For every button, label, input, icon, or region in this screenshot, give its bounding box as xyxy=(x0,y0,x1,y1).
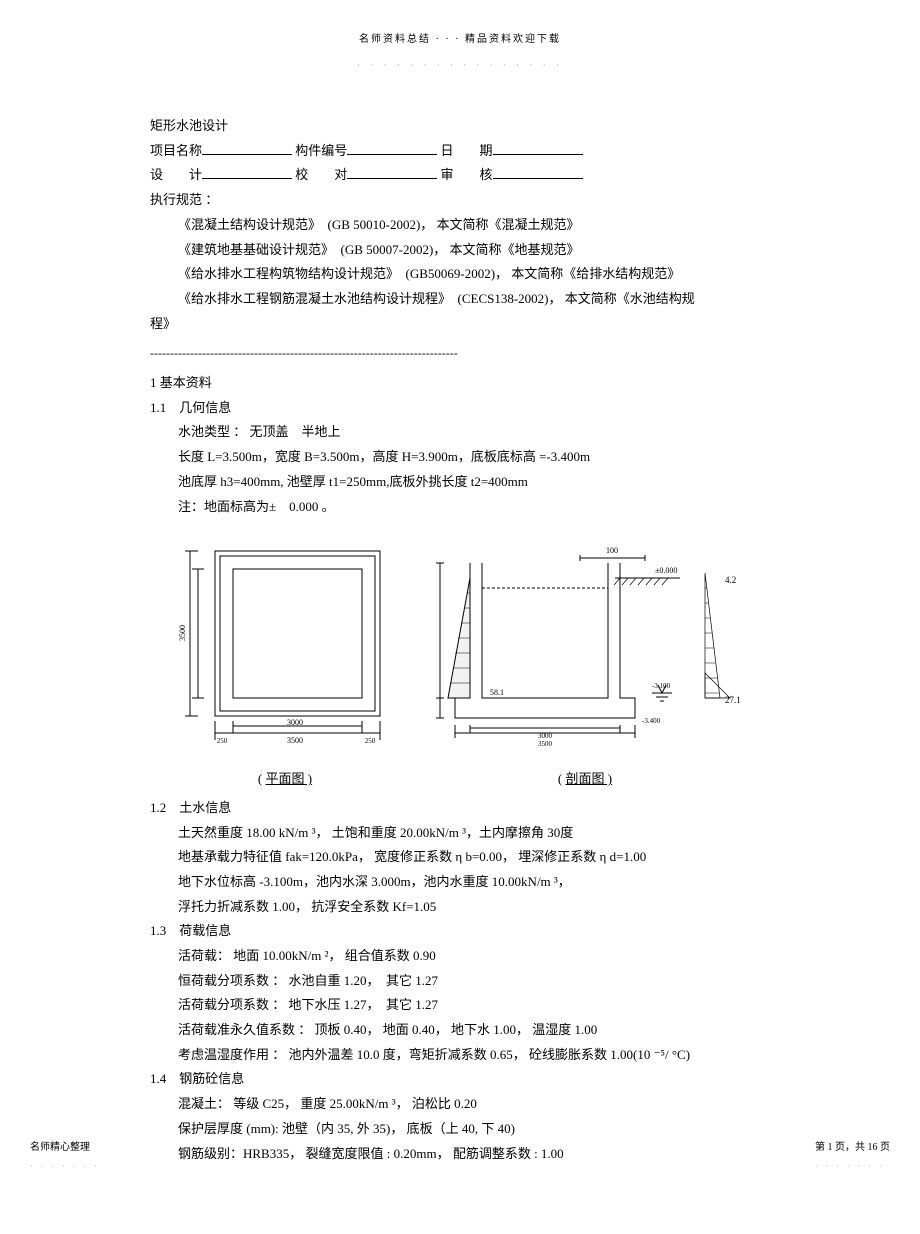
s11-line-3: 注：地面标高为± 0.000 。 xyxy=(150,495,770,520)
dim-b3500: 3500 xyxy=(538,740,553,748)
blank-project xyxy=(202,141,292,155)
footer-right-text: 第 1 页，共 16 页 xyxy=(815,1142,890,1153)
s12-line-2: 地下水位标高 -3.100m，池内水深 3.000m，池内水重度 10.00kN… xyxy=(150,870,770,895)
figure-captions: ( 平面图 ) ( 剖面图 ) xyxy=(150,767,770,792)
section-1-1-header: 1.1 几何信息 xyxy=(150,396,770,421)
code-line-1: 《建筑地基基础设计规范》 (GB 50007-2002)， 本文简称《地基规范》 xyxy=(150,238,770,263)
s13-line-2: 活荷载分项系数 ： 地下水压 1.27， 其它 1.27 xyxy=(150,993,770,1018)
s14-line-0: 混凝土： 等级 C25， 重度 25.00kN/m ³， 泊松比 0.20 xyxy=(150,1092,770,1117)
cap-r-paren: ( xyxy=(558,771,562,786)
label-component: 构件编号 xyxy=(295,143,347,158)
lbl-271: 27.1 xyxy=(725,695,741,705)
cap-section: 剖面图 ) xyxy=(566,771,613,786)
page-header-title: 名师资料总结 · · · 精品资料欢迎下载 xyxy=(150,30,770,49)
s14-line-2: 钢筋级别：HRB335， 裂缝宽度限值 : 0.20mm， 配筋调整系数 : 1… xyxy=(150,1142,770,1167)
section-view-figure: 100 ±0.000 4.2 27.1 58.1 -3.100 -3.400 3… xyxy=(420,533,750,763)
dim-v3500: 3500 xyxy=(178,625,187,641)
blank-review xyxy=(493,165,583,179)
label-check: 校 对 xyxy=(295,167,347,182)
divider: ----------------------------------------… xyxy=(150,342,770,365)
code-line-3: 《给水排水工程钢筋混凝土水池结构设计规程》 (CECS138-2002)， 本文… xyxy=(150,287,770,312)
section-1-header: 1 基本资料 xyxy=(150,371,770,396)
footer-right-dots: · · · · · · · xyxy=(815,1162,885,1171)
lbl-42: 4.2 xyxy=(725,575,736,585)
plan-view-figure: 3000 3500 250 250 3500 xyxy=(170,533,400,763)
blank-check xyxy=(347,165,437,179)
dim-3000: 3000 xyxy=(287,718,303,727)
dim-250b: 250 xyxy=(365,737,376,745)
codes-header: 执行规范 ： xyxy=(150,188,770,213)
footer-right: 第 1 页，共 16 页 · · · · · · · xyxy=(815,1138,890,1176)
blank-date xyxy=(493,141,583,155)
cap-plan: 平面图 ) xyxy=(266,771,313,786)
meta-row-2: 设 计 校 对 审 核 xyxy=(150,163,770,188)
code-line-0: 《混凝土结构设计规范》 (GB 50010-2002)， 本文简称《混凝土规范》 xyxy=(150,213,770,238)
footer-left-dots: · · · · · · · xyxy=(30,1162,100,1171)
s14-line-1: 保护层厚度 (mm): 池壁（内 35, 外 35)， 底板（上 40, 下 4… xyxy=(150,1117,770,1142)
s11-line-1: 长度 L=3.500m，宽度 B=3.500m，高度 H=3.900m，底板底标… xyxy=(150,445,770,470)
code-line-2: 《给水排水工程构筑物结构设计规范》 (GB50069-2002)， 本文简称《给… xyxy=(150,262,770,287)
s11-line-2: 池底厚 h3=400mm, 池壁厚 t1=250mm,底板外挑长度 t2=400… xyxy=(150,470,770,495)
s13-line-3: 活荷载准永久值系数 ： 顶板 0.40， 地面 0.40， 地下水 1.00， … xyxy=(150,1018,770,1043)
meta-row-1: 项目名称 构件编号 日 期 xyxy=(150,139,770,164)
s12-line-1: 地基承载力特征值 fak=120.0kPa， 宽度修正系数 η b=0.00， … xyxy=(150,845,770,870)
dim-3500: 3500 xyxy=(287,736,303,745)
section-1-3-header: 1.3 荷载信息 xyxy=(150,919,770,944)
label-project: 项目名称 xyxy=(150,143,202,158)
label-date: 日 期 xyxy=(441,143,493,158)
blank-design xyxy=(202,165,292,179)
lvl-3100: -3.100 xyxy=(652,682,671,690)
figures-row: 3000 3500 250 250 3500 xyxy=(170,533,770,763)
lvl-3400: -3.400 xyxy=(642,717,661,725)
s12-line-3: 浮托力折减系数 1.00， 抗浮安全系数 Kf=1.05 xyxy=(150,895,770,920)
section-1-4-header: 1.4 钢筋砼信息 xyxy=(150,1067,770,1092)
s11-line-0: 水池类型 ： 无顶盖 半地上 xyxy=(150,420,770,445)
blank-component xyxy=(347,141,437,155)
label-review: 审 核 xyxy=(441,167,493,182)
footer-left: 名师精心整理 · · · · · · · xyxy=(30,1138,100,1176)
dim-250a: 250 xyxy=(217,737,228,745)
dim-b3000: 3000 xyxy=(538,732,553,740)
page-header-dots: · · · · · · · · · · · · · · · · xyxy=(150,57,770,74)
s13-line-4: 考虑温湿度作用 ： 池内外温差 10.0 度，弯矩折减系数 0.65， 砼线膨胀… xyxy=(150,1043,770,1068)
lbl-581: 58.1 xyxy=(490,688,504,697)
dim-100: 100 xyxy=(606,546,618,555)
lvl-pm0: ±0.000 xyxy=(655,566,677,575)
cap-l-paren: ( xyxy=(258,771,262,786)
s13-line-1: 恒荷载分项系数 ： 水池自重 1.20， 其它 1.27 xyxy=(150,969,770,994)
s12-line-0: 土天然重度 18.00 kN/m ³， 土饱和重度 20.00kN/m ³，土内… xyxy=(150,821,770,846)
footer-left-text: 名师精心整理 xyxy=(30,1142,90,1153)
label-design: 设 计 xyxy=(150,167,202,182)
section-1-2-header: 1.2 土水信息 xyxy=(150,796,770,821)
s13-line-0: 活荷载： 地面 10.00kN/m ²， 组合值系数 0.90 xyxy=(150,944,770,969)
doc-title: 矩形水池设计 xyxy=(150,114,770,139)
codes-tail: 程》 xyxy=(150,312,770,337)
